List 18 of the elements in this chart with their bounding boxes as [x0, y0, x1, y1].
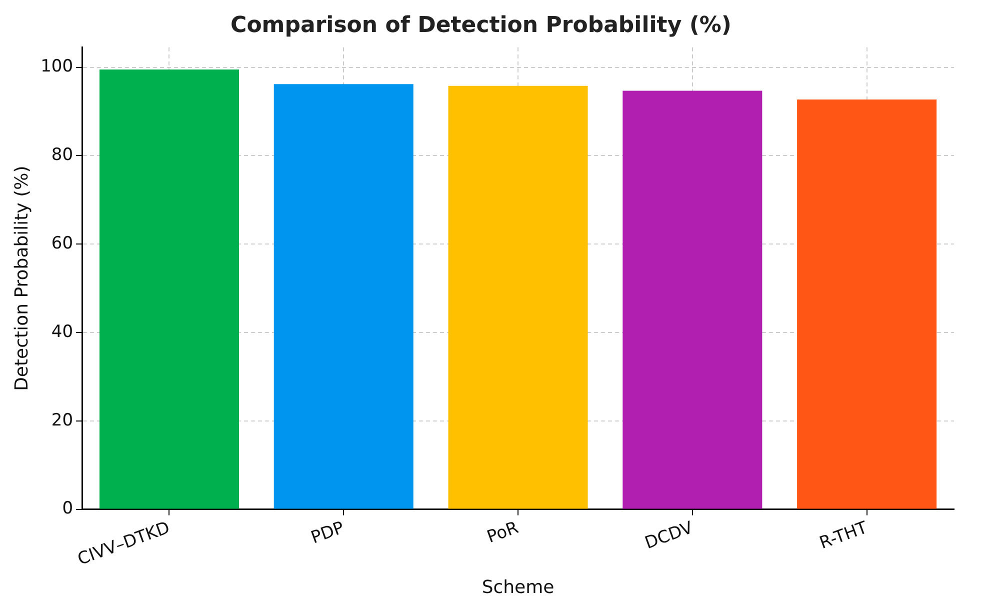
x-axis-title: Scheme: [482, 576, 554, 598]
y-tick-label: 20: [51, 410, 74, 430]
y-tick-label: 0: [62, 498, 74, 519]
x-tick-label: R-THT: [816, 518, 871, 554]
y-tick-label: 100: [40, 56, 74, 77]
y-tick-label: 40: [51, 322, 74, 342]
x-tick-label: PoR: [484, 518, 522, 548]
bar: [448, 86, 588, 509]
bar: [274, 84, 414, 509]
bar: [99, 70, 239, 509]
chart-title: Comparison of Detection Probability (%): [230, 12, 732, 38]
bar: [622, 90, 762, 509]
x-tick-label: DCDV: [642, 518, 696, 554]
x-tick-label: PDP: [308, 518, 347, 548]
bar: [797, 100, 937, 509]
y-axis-title: Detection Probability (%): [11, 166, 32, 391]
y-tick-label: 60: [51, 234, 74, 254]
y-tick-label: 80: [51, 145, 74, 166]
